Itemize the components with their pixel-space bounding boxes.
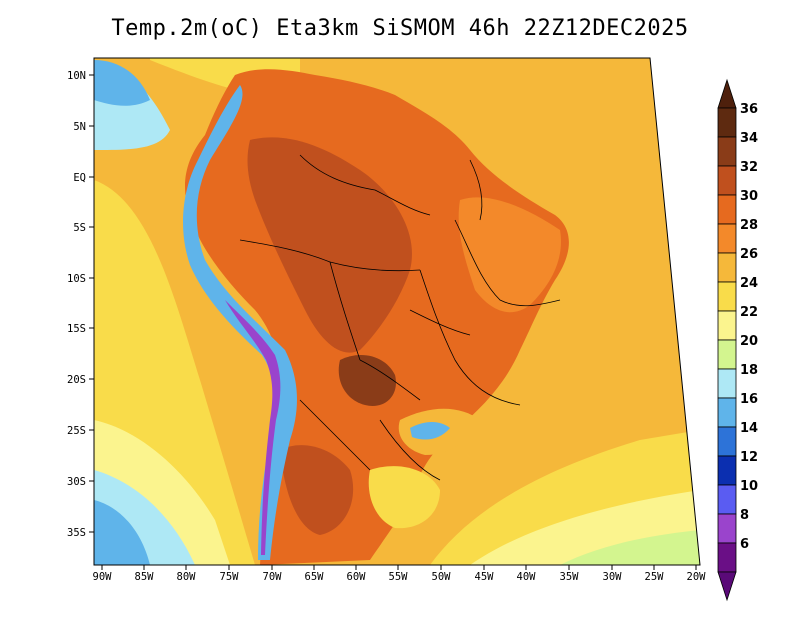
- colorbar-swatch: [717, 194, 737, 225]
- colorbar-swatch: [717, 107, 737, 138]
- colorbar-swatch: [717, 484, 737, 515]
- lat-label: 10S: [67, 273, 86, 285]
- border-line: [329, 261, 361, 361]
- lat-label: 5S: [73, 222, 86, 234]
- lon-label: 35W: [560, 571, 580, 583]
- colorbar-swatch: [717, 339, 737, 370]
- colorbar-label: 10: [740, 479, 758, 494]
- lat-label: EQ: [73, 172, 86, 184]
- lon-label: 75W: [220, 571, 240, 583]
- lat-label: 15S: [67, 323, 86, 335]
- colorbar-label: 36: [740, 102, 758, 117]
- lat-label: 30S: [67, 476, 86, 488]
- colorbar-label: 20: [740, 334, 758, 349]
- lat-label: 10N: [67, 70, 86, 82]
- lon-label: 60W: [347, 571, 367, 583]
- colorbar-legend: 36 34 32 30 28 26 24 22 20 18 16 14 12 10 8 6: [717, 78, 758, 602]
- lat-label: 25S: [67, 425, 86, 437]
- pacific-coldest-band: [94, 500, 150, 565]
- colorbar-label: 28: [740, 218, 758, 233]
- colorbar-swatch: [717, 368, 737, 399]
- lon-label: 65W: [305, 571, 325, 583]
- colorbar-label: 6: [740, 537, 749, 552]
- border-line: [359, 359, 421, 401]
- border-line: [454, 219, 561, 307]
- lon-label: 20W: [687, 571, 707, 583]
- border-line: [469, 159, 483, 221]
- colorbar-swatch: [717, 513, 737, 544]
- pacific-north-cold: [94, 60, 150, 106]
- lat-label: 20S: [67, 374, 86, 386]
- lon-label: 40W: [517, 571, 537, 583]
- lat-label: 35S: [67, 527, 86, 539]
- colorbar-swatch: [717, 136, 737, 167]
- south-brazil-warm: [368, 466, 440, 529]
- latitude-axis: 10N 5N EQ 5S 10S 15S 20S 25S 30S 35S: [67, 70, 94, 539]
- colorbar-swatch: [717, 455, 737, 486]
- lon-label: 90W: [93, 571, 113, 583]
- map-title: Temp.2m(oC) Eta3km SiSMOM 46h 22Z12DEC20…: [111, 16, 689, 41]
- lon-label: 70W: [263, 571, 283, 583]
- colorbar-label: 14: [740, 421, 758, 436]
- atlantic-cold-band: [560, 530, 700, 565]
- border-line: [299, 399, 371, 471]
- colorbar-swatch: [717, 223, 737, 254]
- colorbar-swatch: [717, 252, 737, 283]
- chaco-hot-core: [338, 355, 396, 406]
- lon-label: 55W: [389, 571, 409, 583]
- colorbar-swatch: [717, 426, 737, 457]
- colorbar-label: 18: [740, 363, 758, 378]
- border-line: [379, 419, 441, 481]
- lat-label: 5N: [73, 121, 86, 133]
- colorbar-swatch: [717, 397, 737, 428]
- colorbar-swatch: [717, 542, 737, 573]
- lon-label: 25W: [645, 571, 665, 583]
- colorbar-top-arrow: [717, 78, 737, 109]
- colorbar-label: 30: [740, 189, 758, 204]
- longitude-axis: 90W 85W 80W 75W 70W 65W 60W 55W 50W 45W …: [93, 565, 707, 583]
- border-line: [419, 269, 521, 406]
- border-line: [299, 154, 431, 216]
- amazon-hot-core: [247, 137, 412, 353]
- northeast-warm: [458, 197, 561, 313]
- gran-chaco-hot: [280, 445, 354, 535]
- colorbar-label: 34: [740, 131, 758, 146]
- lon-label: 30W: [603, 571, 623, 583]
- colorbar-swatch: [717, 281, 737, 312]
- serra-mar-cold: [410, 422, 450, 440]
- colorbar-label: 16: [740, 392, 758, 407]
- map-frame: [93, 57, 701, 566]
- colorbar-swatch: [717, 310, 737, 341]
- border-line: [409, 309, 471, 336]
- country-borders: [239, 154, 561, 481]
- colorbar-label: 26: [740, 247, 758, 262]
- lon-label: 85W: [135, 571, 155, 583]
- colorbar-bottom-arrow: [717, 571, 737, 602]
- lon-label: 45W: [475, 571, 495, 583]
- andes-cold-strip: [183, 85, 297, 560]
- andes-coldest-strip: [225, 300, 281, 555]
- colorbar-swatch: [717, 165, 737, 196]
- colorbar-label: 24: [740, 276, 758, 291]
- colorbar-label: 8: [740, 508, 749, 523]
- lon-label: 50W: [432, 571, 452, 583]
- colorbar-label: 22: [740, 305, 758, 320]
- colorbar-label: 32: [740, 160, 758, 175]
- temperature-field: [94, 58, 700, 565]
- colorbar-label: 12: [740, 450, 758, 465]
- lon-label: 80W: [177, 571, 197, 583]
